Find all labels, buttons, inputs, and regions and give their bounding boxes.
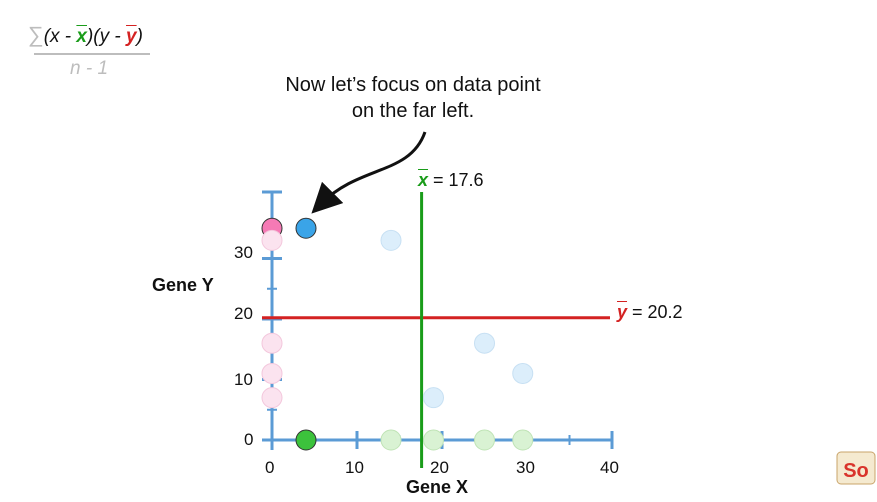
formula-xbar: x (76, 26, 87, 47)
callout-line-1: Now let’s focus on data point (285, 74, 541, 96)
data-point (512, 362, 534, 384)
y-projection-point (261, 362, 283, 384)
formula-open-x: (x - (43, 26, 77, 47)
svg-text:So: So (843, 460, 869, 482)
callout-line-2: on the far left. (351, 100, 475, 122)
x-projection-point (512, 429, 534, 451)
x-mean-symbol: x (418, 170, 429, 190)
y-projection-point (261, 387, 283, 409)
x-tick-label: 20 (430, 458, 449, 477)
sigma-symbol: ∑ (28, 22, 44, 47)
y-axis-label: Gene Y (152, 275, 214, 295)
y-projection-point (261, 332, 283, 354)
formula-close: ) (136, 26, 143, 47)
x-tick-label: 40 (600, 458, 619, 477)
formula-ybar: y (126, 26, 137, 47)
x-tick-label: 10 (345, 458, 364, 477)
data-points (261, 217, 534, 451)
data-point (423, 387, 444, 409)
callout-text: Now let’s focus on data point on the far… (268, 72, 558, 124)
x-mean-value: = 17.6 (428, 170, 484, 190)
y-mean-symbol: y (617, 302, 628, 322)
x-projection-point (474, 429, 495, 451)
fraction-bar (34, 53, 150, 55)
y-tick-label: 10 (234, 370, 253, 389)
y-mean-label: y = 20.2 (617, 302, 683, 323)
data-point (474, 332, 495, 354)
callout-arrow (311, 131, 427, 214)
y-tick-label: 20 (234, 304, 253, 323)
formula-denominator: n - 1 (70, 58, 109, 79)
y-mean-value: = 20.2 (627, 302, 683, 322)
y-projection-point (261, 229, 283, 251)
x-tick-label: 0 (265, 458, 275, 477)
y-tick-label: 0 (244, 430, 254, 449)
formula-mid: )(y - (86, 26, 127, 47)
data-point (295, 217, 317, 239)
x-projection-point (380, 429, 402, 451)
data-point (380, 229, 402, 251)
y-tick-label: 30 (234, 243, 253, 262)
x-tick-label: 30 (516, 458, 535, 477)
x-projection-point (295, 429, 317, 451)
channel-logo: So (836, 451, 876, 485)
x-projection-point (423, 429, 444, 451)
mean-lines (262, 192, 610, 468)
x-mean-label: x = 17.6 (418, 170, 484, 191)
covariance-formula: ∑(x - x)(y - y) n - 1 (28, 22, 158, 82)
x-axis-label: Gene X (406, 477, 469, 497)
formula-numerator: ∑(x - x)(y - y) (28, 22, 143, 48)
